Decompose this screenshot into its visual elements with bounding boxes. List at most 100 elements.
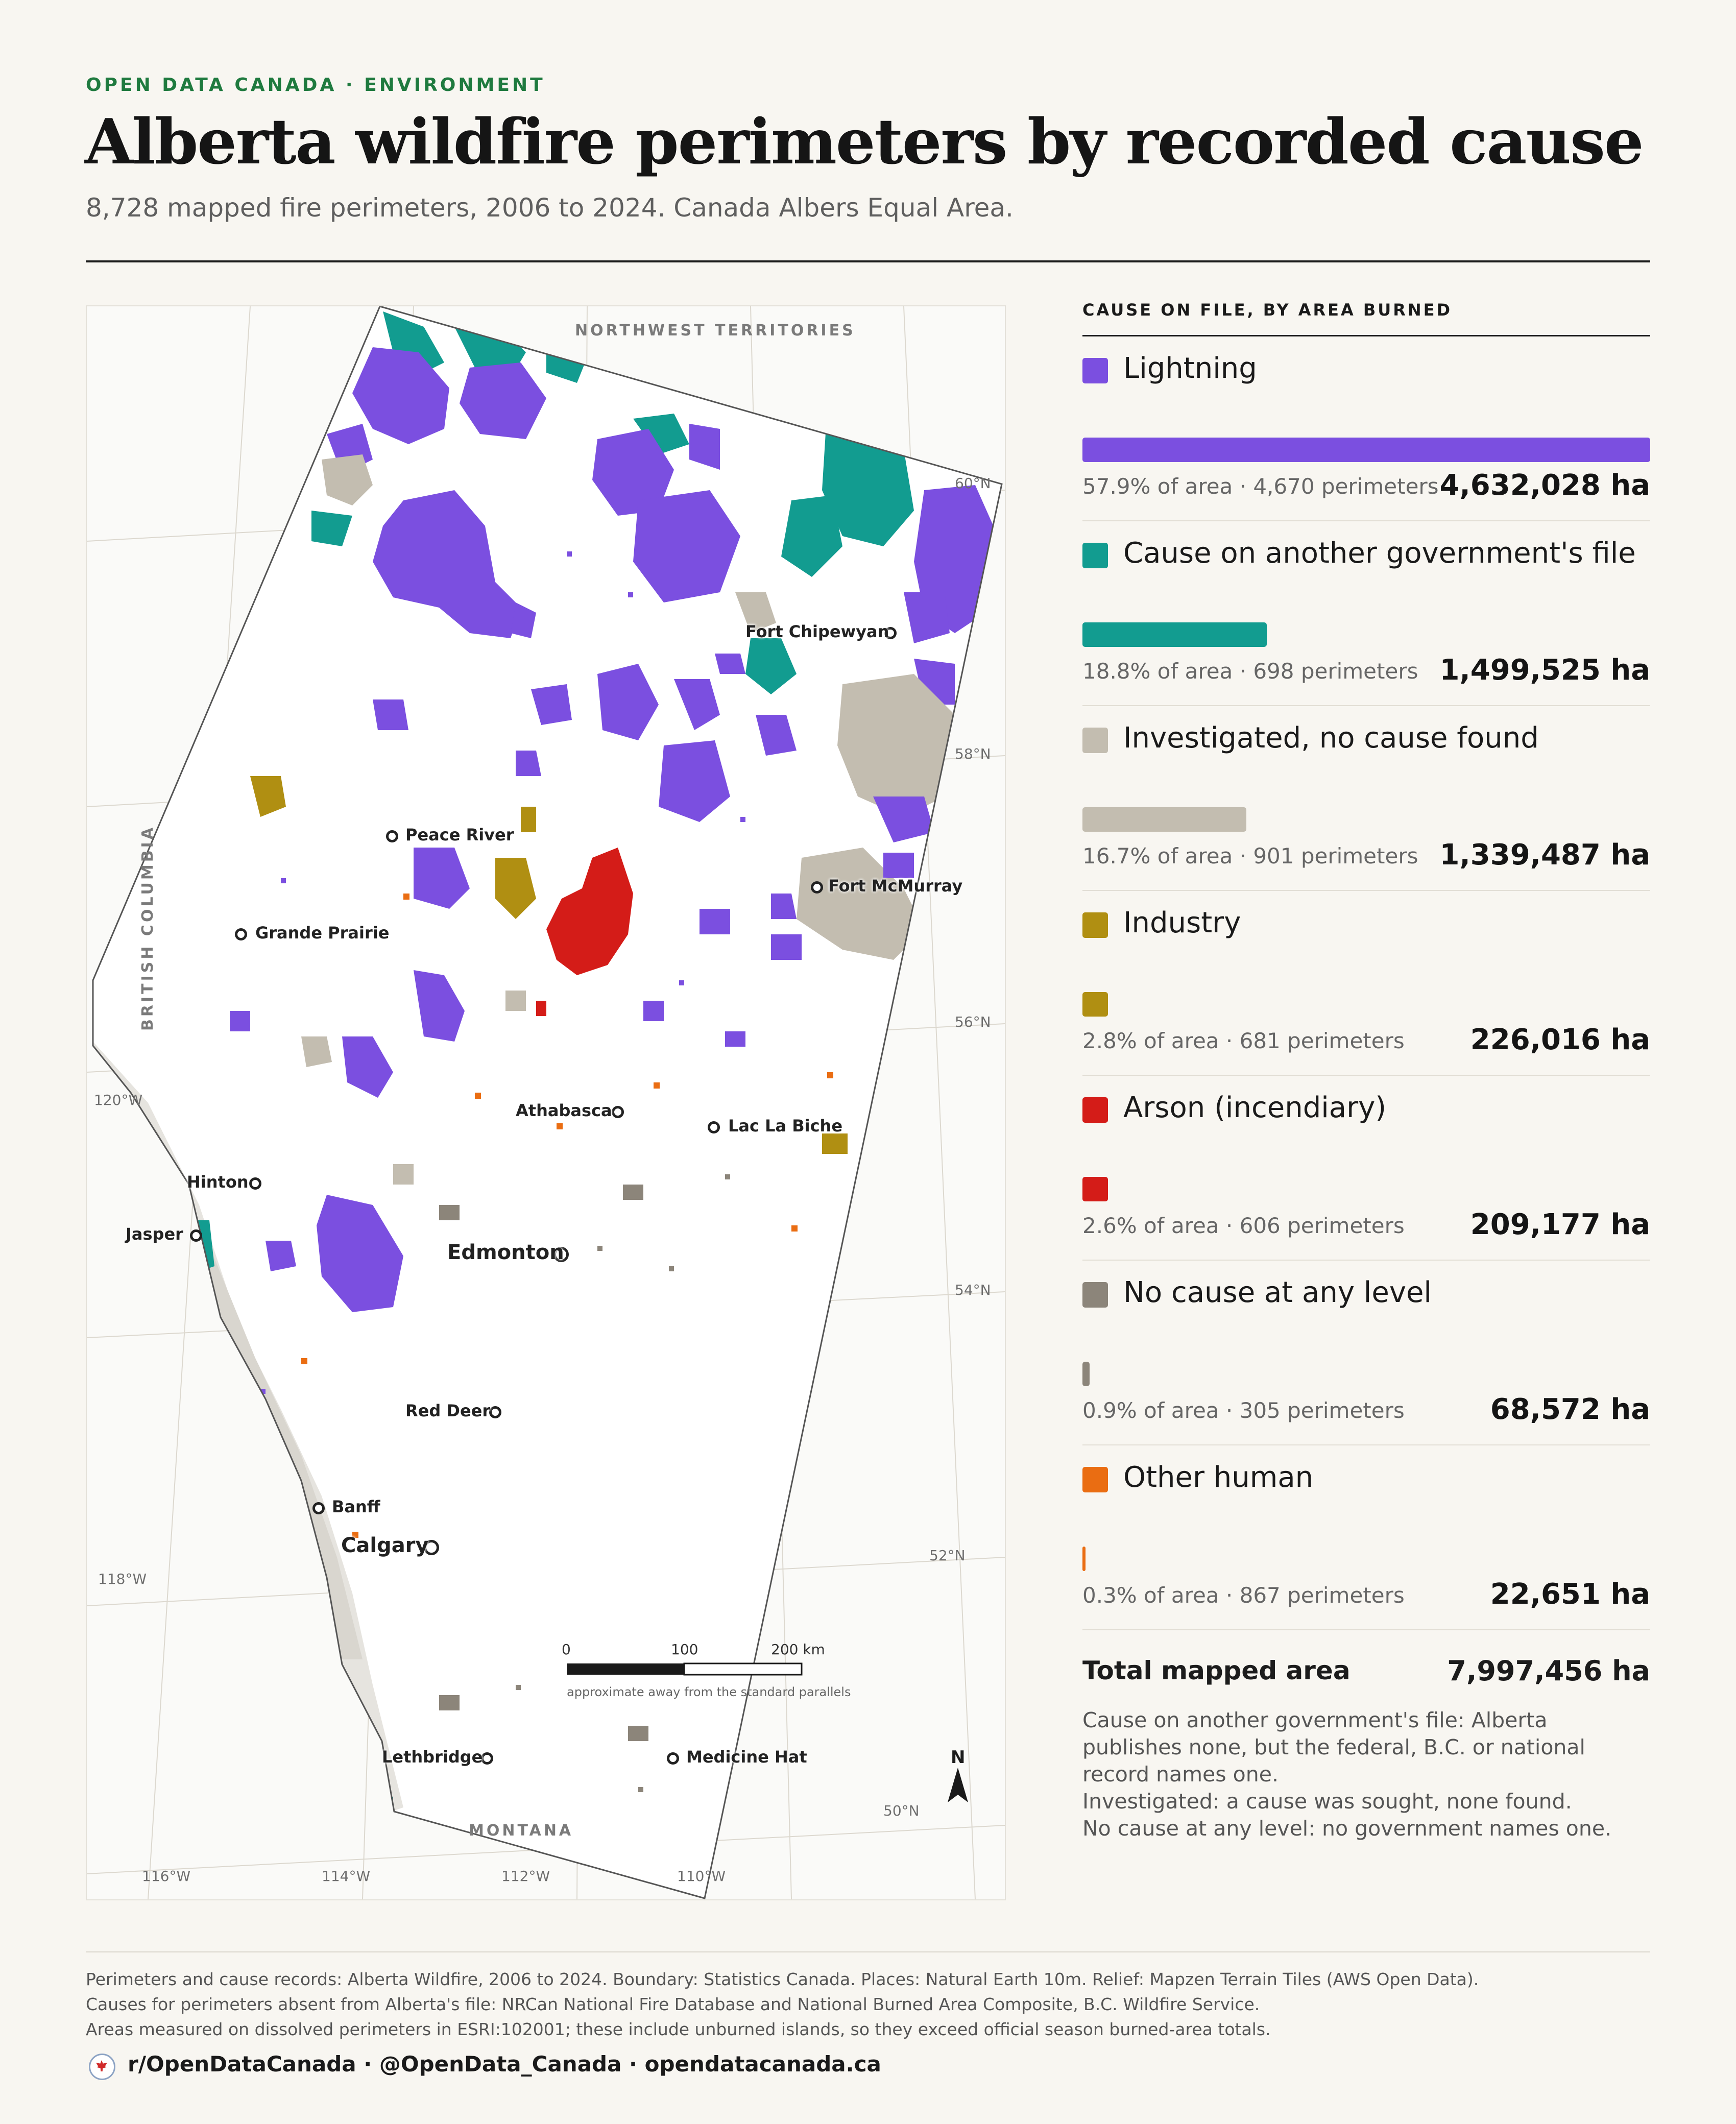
lon-label: 112°W [501, 1868, 550, 1885]
cause-row: Investigated, no cause found 16.7% of are… [1082, 706, 1650, 891]
place-marker [811, 881, 823, 894]
place-label[interactable]: Medicine Hat [686, 1747, 807, 1767]
lat-label: 56°N [955, 1013, 991, 1030]
note: Investigated: a cause was sought, none f… [1082, 1789, 1572, 1814]
cause-share-bar [1082, 1177, 1108, 1201]
total-value: 7,997,456 ha [1447, 1655, 1650, 1687]
header-rule [86, 260, 1650, 262]
cause-name: Arson (incendiary) [1123, 1091, 1387, 1124]
place-marker [612, 1106, 624, 1118]
place-marker [884, 627, 897, 639]
cause-row: Industry 2.8% of area · 681 perimeters 226… [1082, 891, 1650, 1076]
region-label-sask: SASKATCHEWAN [1001, 1069, 1006, 1242]
cause-stats: 0.9% of area · 305 perimeters [1082, 1398, 1405, 1423]
place-label[interactable]: Lethbridge [382, 1747, 483, 1767]
cause-swatch [1082, 728, 1108, 753]
cause-stats: 0.3% of area · 867 perimeters [1082, 1583, 1405, 1608]
lon-label: 120°W [94, 1092, 143, 1108]
cause-share-bar [1082, 438, 1650, 462]
page-title: Alberta wildfire perimeters by recorded … [85, 105, 1644, 178]
cause-share-bar [1082, 992, 1108, 1017]
map-panel[interactable]: NORTHWEST TERRITORIES BRITISH COLUMBIA S… [86, 305, 1006, 1900]
kicker: OPEN DATA CANADA · ENVIRONMENT [86, 75, 545, 95]
cause-name: No cause at any level [1123, 1276, 1432, 1309]
north-arrow-icon [948, 1768, 968, 1802]
place-label[interactable]: Fort Chipewyan [745, 622, 889, 641]
place-marker [249, 1177, 261, 1190]
cause-stats: 2.8% of area · 681 perimeters [1082, 1028, 1405, 1053]
scale-tick: 200 km [771, 1641, 825, 1658]
place-label[interactable]: Lac La Biche [728, 1116, 843, 1136]
place-marker [235, 928, 247, 940]
cause-row: No cause at any level 0.9% of area · 305 … [1082, 1261, 1650, 1445]
cause-stats: 2.6% of area · 606 perimeters [1082, 1213, 1405, 1238]
cause-stats: 57.9% of area · 4,670 perimeters [1082, 474, 1439, 499]
cause-hectares: 1,339,487 ha [1439, 838, 1650, 872]
sources: Perimeters and cause records: Alberta Wi… [86, 1967, 1479, 2042]
cause-name: Cause on another government's file [1123, 537, 1636, 570]
place-label[interactable]: Grande Prairie [255, 923, 390, 943]
cause-share-bar [1082, 807, 1246, 832]
source-line: Causes for perimeters absent from Albert… [86, 1994, 1260, 2014]
cause-stats: 18.8% of area · 698 perimeters [1082, 659, 1418, 684]
region-label-bc: BRITISH COLUMBIA [138, 825, 157, 1031]
place-label[interactable]: Fort McMurray [828, 876, 963, 896]
place-label[interactable]: Calgary [341, 1534, 429, 1557]
lon-label: 118°W [98, 1571, 147, 1587]
lat-label: 60°N [955, 475, 991, 492]
source-line: Perimeters and cause records: Alberta Wi… [86, 1969, 1479, 1989]
lat-label: 50°N [883, 1802, 920, 1819]
place-marker [190, 1229, 202, 1242]
region-label-montana: MONTANA [469, 1822, 574, 1840]
lat-label: 58°N [955, 745, 991, 762]
place-marker [667, 1752, 679, 1765]
cause-name: Other human [1123, 1461, 1314, 1494]
subtitle: 8,728 mapped fire perimeters, 2006 to 20… [86, 193, 1014, 223]
cause-hectares: 209,177 ha [1470, 1208, 1650, 1241]
cause-row: Lightning 57.9% of area · 4,670 perimeter… [1082, 336, 1650, 521]
cause-hectares: 4,632,028 ha [1439, 469, 1650, 502]
place-label[interactable]: Jasper [126, 1224, 183, 1244]
note: No cause at any level: no government nam… [1082, 1816, 1612, 1841]
social-handles[interactable]: r/OpenDataCanada · @OpenData_Canada · op… [128, 2051, 881, 2077]
place-label[interactable]: Banff [332, 1497, 380, 1516]
lon-label: 114°W [322, 1868, 371, 1885]
place-label[interactable]: Athabasca [516, 1101, 612, 1120]
cause-share-bar [1082, 1362, 1090, 1386]
total-row: Total mapped area 7,997,456 ha [1082, 1630, 1650, 1707]
lat-label: 54°N [955, 1282, 991, 1298]
place-label[interactable]: Hinton [187, 1172, 249, 1192]
cause-swatch [1082, 1467, 1108, 1492]
cause-share-bar [1082, 622, 1267, 647]
cause-swatch [1082, 1282, 1108, 1308]
footer-rule [86, 1951, 1650, 1952]
place-label[interactable]: Edmonton [447, 1241, 564, 1264]
lon-label: 110°W [677, 1868, 726, 1885]
scale-tick: 100 [671, 1641, 698, 1658]
cause-hectares: 226,016 ha [1470, 1023, 1650, 1056]
place-label[interactable]: Red Deer [405, 1401, 491, 1420]
cause-hectares: 22,651 ha [1490, 1578, 1650, 1611]
cause-name: Lightning [1123, 352, 1257, 385]
place-marker [481, 1752, 493, 1765]
total-label: Total mapped area [1082, 1656, 1351, 1685]
scale-note: approximate away from the standard paral… [567, 1685, 851, 1699]
place-marker [553, 1247, 569, 1262]
place-marker [424, 1540, 439, 1555]
fire-perimeters [194, 311, 996, 1818]
place-marker [708, 1121, 720, 1133]
cause-hectares: 68,572 ha [1490, 1393, 1650, 1426]
maple-leaf-icon [89, 2054, 115, 2080]
place-label[interactable]: Peace River [405, 825, 514, 844]
legend-heading: CAUSE ON FILE, BY AREA BURNED [1082, 300, 1650, 336]
map-canvas [87, 306, 1005, 1899]
place-marker [312, 1502, 325, 1514]
scale-bar-graphic [567, 1662, 803, 1676]
cause-row: Cause on another government's file 18.8% … [1082, 521, 1650, 706]
cause-swatch [1082, 1097, 1108, 1123]
cause-swatch [1082, 358, 1108, 383]
cause-swatch [1082, 912, 1108, 938]
cause-stats: 16.7% of area · 901 perimeters [1082, 843, 1418, 868]
lat-label: 52°N [929, 1547, 966, 1564]
cause-name: Investigated, no cause found [1123, 721, 1539, 755]
